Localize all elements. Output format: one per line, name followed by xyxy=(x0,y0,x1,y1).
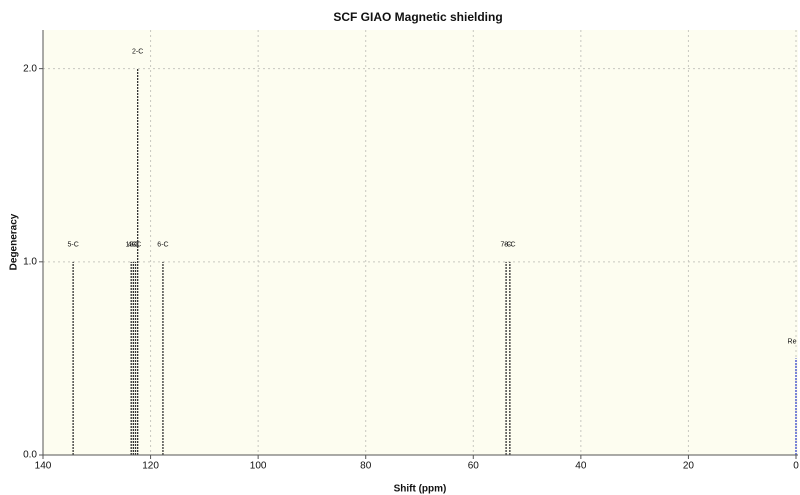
x-tick-label: 40 xyxy=(575,461,587,472)
peak-label: 8-C xyxy=(504,242,515,249)
peak-label: Re xyxy=(788,338,797,345)
x-axis-label: Shift (ppm) xyxy=(394,484,447,495)
peak-label: 7-C xyxy=(500,242,511,249)
y-tick-label: 1.0 xyxy=(23,256,37,267)
plot-area xyxy=(43,30,798,455)
y-axis-label: Degeneracy xyxy=(9,213,20,270)
x-tick-label: 100 xyxy=(250,461,267,472)
x-tick-label: 80 xyxy=(360,461,372,472)
x-tick-label: 60 xyxy=(468,461,480,472)
peak-label: 6-C xyxy=(157,242,168,249)
peak-label: 2-C xyxy=(132,48,143,55)
chart-title: SCF GIAO Magnetic shielding xyxy=(333,10,502,24)
x-tick-label: 20 xyxy=(683,461,695,472)
peak-label: 4-C xyxy=(128,242,139,249)
x-tick-label: 120 xyxy=(142,461,159,472)
peak-label: 5-C xyxy=(67,242,78,249)
marks: 5-C 1-C4-C3-C 2-C 6-C 7-C8-C Re xyxy=(67,48,797,455)
x-tick-label: 0 xyxy=(793,461,799,472)
y-tick-label: 2.0 xyxy=(23,63,37,74)
y-tick-label: 0.0 xyxy=(23,450,37,461)
peak-label: 3-C xyxy=(130,242,141,249)
x-tick-label: 140 xyxy=(35,461,52,472)
peak-label: 1-C xyxy=(126,242,137,249)
